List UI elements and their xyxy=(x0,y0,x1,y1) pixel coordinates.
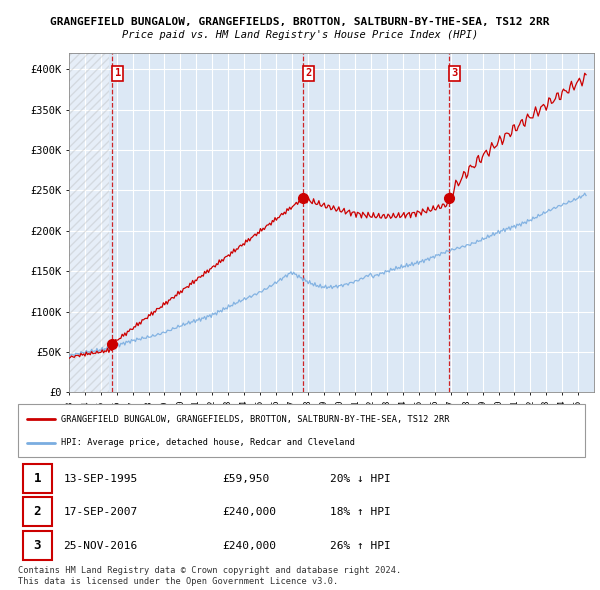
Text: Contains HM Land Registry data © Crown copyright and database right 2024.
This d: Contains HM Land Registry data © Crown c… xyxy=(18,566,401,586)
Text: GRANGEFIELD BUNGALOW, GRANGEFIELDS, BROTTON, SALTBURN-BY-THE-SEA, TS12 2RR: GRANGEFIELD BUNGALOW, GRANGEFIELDS, BROT… xyxy=(50,17,550,27)
FancyBboxPatch shape xyxy=(23,497,52,526)
Text: 3: 3 xyxy=(34,539,41,552)
Text: 18% ↑ HPI: 18% ↑ HPI xyxy=(330,507,391,517)
Text: £240,000: £240,000 xyxy=(222,541,276,551)
Text: 13-SEP-1995: 13-SEP-1995 xyxy=(64,474,137,484)
Text: £59,950: £59,950 xyxy=(222,474,269,484)
Text: 26% ↑ HPI: 26% ↑ HPI xyxy=(330,541,391,551)
Text: 20% ↓ HPI: 20% ↓ HPI xyxy=(330,474,391,484)
FancyBboxPatch shape xyxy=(23,464,52,493)
Text: Price paid vs. HM Land Registry's House Price Index (HPI): Price paid vs. HM Land Registry's House … xyxy=(122,30,478,40)
FancyBboxPatch shape xyxy=(23,532,52,560)
Text: 1: 1 xyxy=(34,472,41,486)
FancyBboxPatch shape xyxy=(18,404,585,457)
Text: HPI: Average price, detached house, Redcar and Cleveland: HPI: Average price, detached house, Redc… xyxy=(61,438,355,447)
Text: 1: 1 xyxy=(115,68,121,78)
Text: 2: 2 xyxy=(34,505,41,519)
Text: 17-SEP-2007: 17-SEP-2007 xyxy=(64,507,137,517)
Text: £240,000: £240,000 xyxy=(222,507,276,517)
Text: GRANGEFIELD BUNGALOW, GRANGEFIELDS, BROTTON, SALTBURN-BY-THE-SEA, TS12 2RR: GRANGEFIELD BUNGALOW, GRANGEFIELDS, BROT… xyxy=(61,415,449,424)
Text: 25-NOV-2016: 25-NOV-2016 xyxy=(64,541,137,551)
Text: 2: 2 xyxy=(305,68,311,78)
Text: 3: 3 xyxy=(452,68,458,78)
